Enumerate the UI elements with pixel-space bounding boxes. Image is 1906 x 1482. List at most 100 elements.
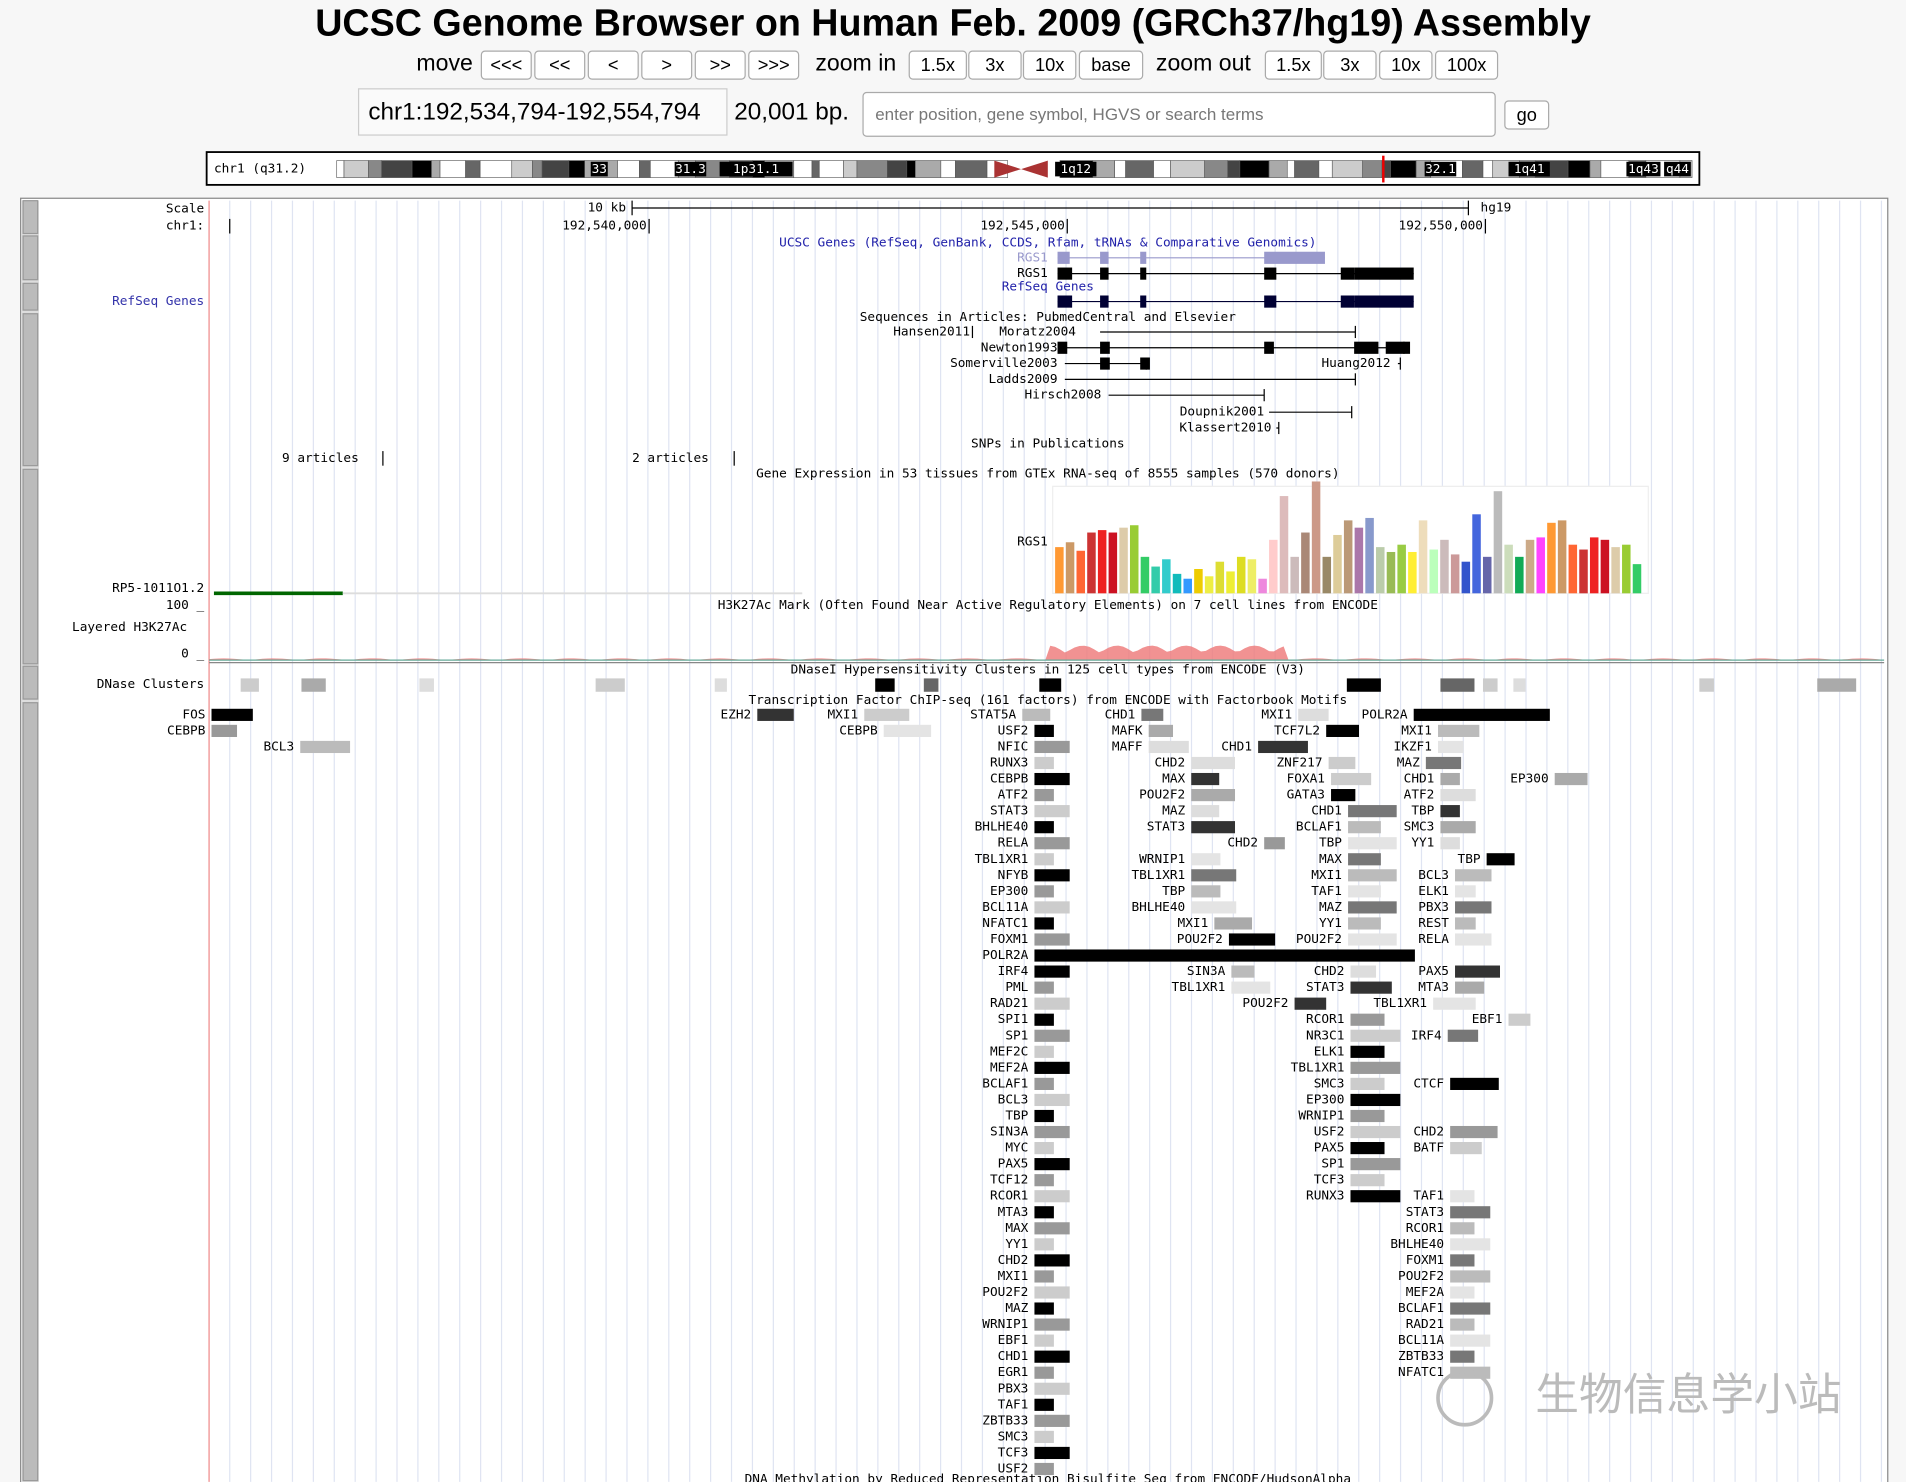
tf-label[interactable]: PBX3: [998, 1381, 1029, 1396]
tf-label[interactable]: MYC: [1005, 1141, 1028, 1156]
tf-label[interactable]: MXI1: [1261, 707, 1292, 722]
tf-label[interactable]: BCLAF1: [1398, 1301, 1444, 1316]
tf-label[interactable]: ZBTB33: [982, 1413, 1028, 1428]
tf-label[interactable]: SMC3: [1314, 1076, 1345, 1091]
tf-label[interactable]: USF2: [1314, 1125, 1345, 1140]
button-frame[interactable]: [480, 50, 532, 80]
button[interactable]: <: [587, 50, 639, 80]
tf-label[interactable]: TAF1: [1311, 884, 1342, 899]
tf-label[interactable]: POU2F2: [1139, 788, 1185, 803]
tf-label[interactable]: EZH2: [720, 707, 751, 722]
gtex-gene[interactable]: RGS1: [1017, 535, 1048, 550]
button[interactable]: 3x: [968, 50, 1022, 80]
button-label[interactable]: base: [1091, 54, 1131, 75]
button-label[interactable]: 10x: [1035, 54, 1064, 75]
tf-label[interactable]: CHD1: [1221, 739, 1252, 754]
button-frame[interactable]: [908, 50, 967, 80]
tf-label[interactable]: FOXM1: [990, 932, 1028, 947]
track-button[interactable]: [22, 282, 39, 311]
button[interactable]: 10x: [1022, 50, 1077, 80]
tf-label[interactable]: IRF4: [998, 964, 1029, 979]
tf-label[interactable]: TBL1XR1: [1131, 868, 1185, 883]
tf-label[interactable]: TCF7L2: [1274, 723, 1320, 738]
tf-label[interactable]: RAD21: [1406, 1317, 1444, 1332]
tf-label[interactable]: SMC3: [1404, 820, 1435, 835]
article-label[interactable]: Huang2012: [1322, 356, 1391, 371]
track-button[interactable]: [22, 665, 39, 700]
tf-label[interactable]: RUNX3: [990, 756, 1028, 771]
track-label[interactable]: DNase Clusters: [97, 677, 204, 692]
tf-label[interactable]: YY1: [1411, 836, 1434, 851]
tf-label[interactable]: TBP: [1162, 884, 1185, 899]
tf-label[interactable]: TBL1XR1: [1172, 980, 1226, 995]
tf-label[interactable]: CHD1: [1311, 804, 1342, 819]
tf-label[interactable]: SIN3A: [1187, 964, 1226, 979]
button-frame[interactable]: [1379, 50, 1433, 80]
tf-label[interactable]: RELA: [998, 836, 1029, 851]
button[interactable]: >: [641, 50, 693, 80]
tf-label[interactable]: ZBTB33: [1398, 1349, 1444, 1364]
tf-label[interactable]: MXI1: [1401, 723, 1432, 738]
track-button[interactable]: [22, 468, 39, 665]
tf-label[interactable]: MAFF: [1112, 739, 1143, 754]
tf-label[interactable]: PAX5: [1314, 1141, 1345, 1156]
tf-label[interactable]: ZNF217: [1276, 756, 1322, 771]
track-button[interactable]: [22, 235, 39, 281]
tf-label[interactable]: STAT3: [1147, 820, 1185, 835]
tf-label[interactable]: SPI1: [998, 1012, 1029, 1027]
tf-label[interactable]: MAX: [1319, 852, 1342, 867]
tf-label[interactable]: BCL3: [1418, 868, 1449, 883]
tf-label[interactable]: PAX5: [1418, 964, 1449, 979]
button-frame[interactable]: [1323, 50, 1377, 80]
tf-label[interactable]: USF2: [998, 1461, 1029, 1476]
tf-label[interactable]: SP1: [1005, 1028, 1028, 1043]
tf-label[interactable]: YY1: [1319, 916, 1342, 931]
button[interactable]: base: [1078, 50, 1144, 80]
tf-label[interactable]: POLR2A: [982, 948, 1028, 963]
button-frame[interactable]: [1434, 50, 1499, 80]
tf-label[interactable]: RELA: [1418, 932, 1449, 947]
tf-label[interactable]: TCF12: [990, 1173, 1028, 1188]
tf-label[interactable]: TBL1XR1: [975, 852, 1029, 867]
tf-label[interactable]: BCL3: [998, 1092, 1029, 1107]
tf-label[interactable]: BHLHE40: [975, 820, 1029, 835]
button-frame[interactable]: [641, 50, 693, 80]
tf-label[interactable]: POU2F2: [1398, 1269, 1444, 1284]
tf-label[interactable]: BATF: [1413, 1141, 1444, 1156]
tf-label[interactable]: PAX5: [998, 1157, 1029, 1172]
track-label[interactable]: 0 _: [181, 647, 204, 662]
tf-label[interactable]: CHD1: [1404, 772, 1435, 787]
tf-label[interactable]: MTA3: [1418, 980, 1449, 995]
button-frame[interactable]: [748, 50, 800, 80]
tf-label[interactable]: CEBPB: [990, 772, 1029, 787]
tf-label[interactable]: NFYB: [998, 868, 1029, 883]
article-label[interactable]: Klassert2010: [1179, 420, 1271, 435]
tf-label[interactable]: CTCF: [1413, 1076, 1444, 1091]
tf-label[interactable]: NR3C1: [1306, 1028, 1344, 1043]
tf-label[interactable]: TAF1: [1413, 1189, 1444, 1204]
tf-label[interactable]: WRNIP1: [1139, 852, 1185, 867]
tf-label[interactable]: MXI1: [1311, 868, 1342, 883]
tf-label[interactable]: WRNIP1: [982, 1317, 1028, 1332]
tf-label[interactable]: TBL1XR1: [1291, 1060, 1345, 1075]
tf-label[interactable]: RCOR1: [990, 1189, 1028, 1204]
track-label[interactable]: 100 _: [166, 598, 205, 613]
button[interactable]: 10x: [1379, 50, 1433, 80]
button[interactable]: 3x: [1323, 50, 1377, 80]
tf-label[interactable]: FOXA1: [1287, 772, 1325, 787]
tf-label[interactable]: MAZ: [1005, 1301, 1028, 1316]
tf-label[interactable]: CHD1: [998, 1349, 1029, 1364]
tf-label[interactable]: REST: [1418, 916, 1449, 931]
tf-label[interactable]: MTA3: [998, 1205, 1029, 1220]
tf-label[interactable]: TBP: [1411, 804, 1434, 819]
track-label[interactable]: RP5-1011O1.2: [112, 581, 204, 596]
tf-label[interactable]: FOS: [182, 707, 205, 722]
button-label[interactable]: <<: [549, 54, 570, 75]
tf-label[interactable]: SIN3A: [990, 1125, 1029, 1140]
tf-label[interactable]: BHLHE40: [1131, 900, 1185, 915]
tf-label[interactable]: POU2F2: [1242, 996, 1288, 1011]
tf-label[interactable]: EBF1: [998, 1333, 1029, 1348]
tf-label[interactable]: EP300: [990, 884, 1028, 899]
tf-label[interactable]: MAZ: [1397, 756, 1420, 771]
tf-label[interactable]: TCF3: [998, 1445, 1029, 1460]
